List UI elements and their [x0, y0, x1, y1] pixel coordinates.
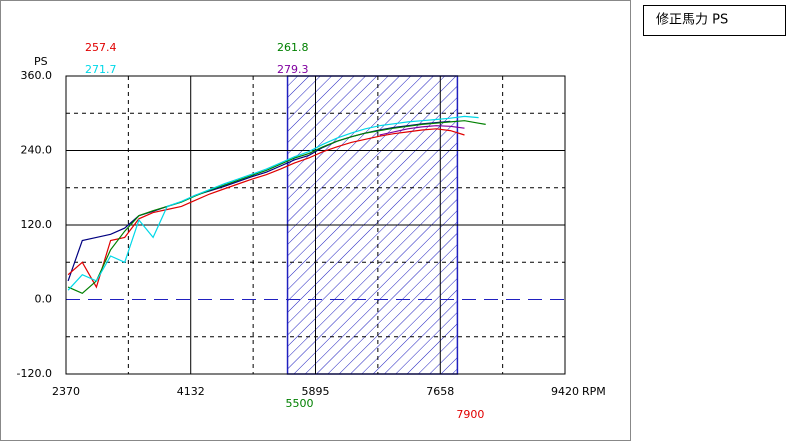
x-tick-label: 7658 [426, 385, 454, 398]
highlight-to-label: 7900 [456, 408, 484, 421]
x-tick-label: 2370 [52, 385, 80, 398]
series-line [67, 120, 451, 282]
panel-title: 修正馬力 PS [656, 13, 728, 28]
y-tick-label: -120.0 [17, 367, 52, 380]
readout-value: 261.8 [277, 41, 309, 54]
series-line [379, 125, 465, 136]
panel-box [643, 5, 786, 36]
x-tick-label: 4132 [177, 385, 205, 398]
x-axis-label: RPM [582, 385, 606, 398]
series-line [67, 115, 479, 291]
y-tick-label: 120.0 [21, 218, 53, 231]
y-axis-label: PS [34, 55, 48, 68]
series-line [67, 128, 465, 289]
readout-value: 257.4 [85, 41, 117, 54]
y-tick-label: 240.0 [21, 144, 53, 157]
highlight-from-label: 5500 [286, 397, 314, 410]
readout-value: 271.7 [85, 63, 117, 76]
readout-value: 279.3 [277, 63, 309, 76]
plot-border [65, 75, 566, 375]
y-tick-label: 0.0 [35, 293, 53, 306]
plot: 5500 7900 2370 4132 5895 7658 9420 -120.0 0.0 120… [17, 41, 579, 421]
x-tick-label: 5895 [302, 385, 330, 398]
series-line [67, 120, 486, 295]
y-tick-label: 360.0 [21, 69, 53, 82]
x-tick-label: 9420 [551, 385, 579, 398]
